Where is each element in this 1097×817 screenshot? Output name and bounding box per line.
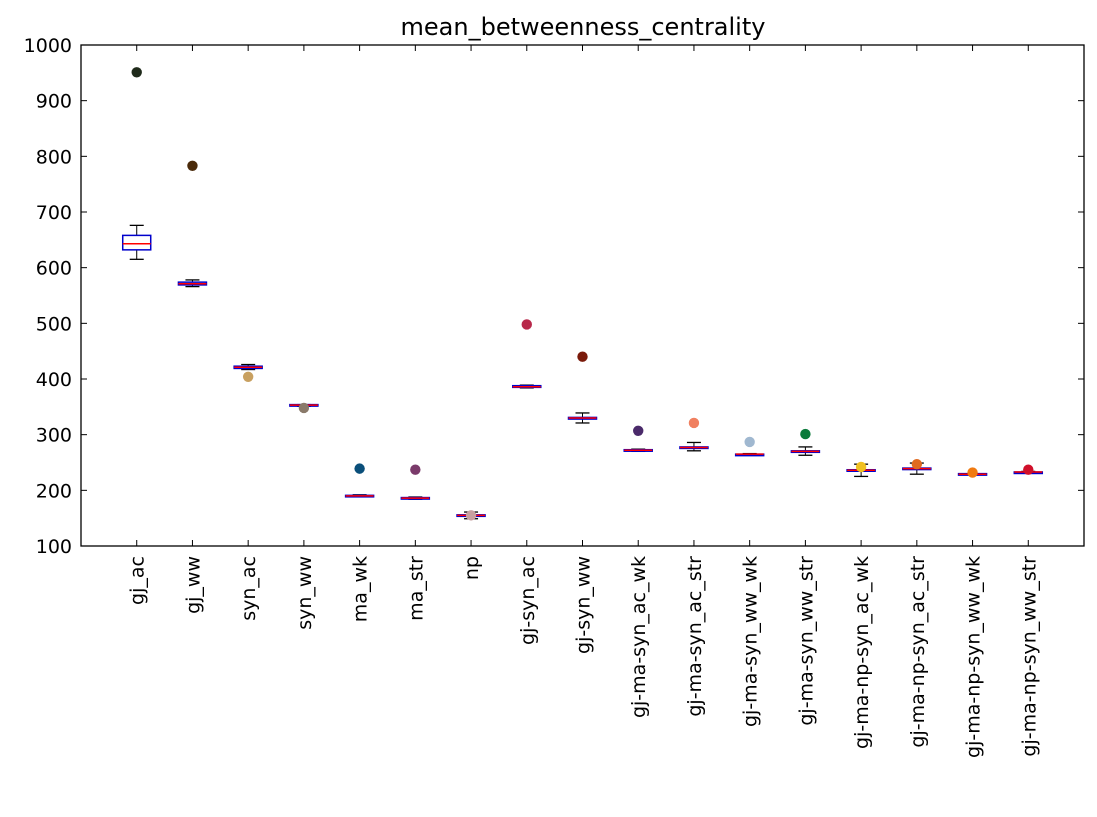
- x-tick-label: gj-ma-syn_ac_str: [684, 556, 706, 717]
- box-gj-ma-np-syn_ww_wk: [957, 467, 988, 478]
- y-tick-label: 100: [36, 536, 72, 558]
- data-point: [688, 417, 700, 429]
- box-gj_ac: [121, 67, 152, 260]
- x-tick-label: gj-ma-np-syn_ww_str: [1018, 556, 1040, 757]
- x-tick-label: gj-ma-np-syn_ww_wk: [963, 556, 985, 758]
- x-axis: gj_ac gj_ww syn_ac syn_ww ma_wk ma_str np gj-sy…: [127, 45, 1040, 758]
- x-tick-label: gj-syn_ac: [517, 556, 539, 645]
- box-gj-ma-np-syn_ac_wk: [846, 461, 876, 478]
- boxes: [121, 67, 1044, 521]
- data-point: [744, 436, 755, 448]
- box-np: [456, 510, 486, 521]
- data-point: [855, 461, 867, 473]
- data-point: [911, 458, 923, 470]
- x-tick-label: ma_str: [405, 556, 427, 621]
- x-tick-label: syn_ww: [294, 556, 316, 630]
- chart-title: mean_betweenness_centrality: [401, 13, 766, 41]
- x-tick-label: gj_ac: [127, 556, 149, 605]
- y-tick-label: 800: [36, 146, 72, 168]
- x-tick-label: gj_ww: [182, 556, 204, 614]
- y-tick-label: 1000: [24, 35, 72, 57]
- data-point: [354, 463, 365, 474]
- y-tick-label: 700: [36, 202, 72, 224]
- x-tick-label: syn_ac: [238, 556, 260, 621]
- data-point: [1023, 464, 1034, 475]
- data-point: [465, 510, 477, 521]
- box-gj_ww: [177, 160, 208, 288]
- box-gj-ma-syn_ww_wk: [734, 436, 765, 457]
- box-body: [121, 234, 152, 251]
- box-ma_str: [400, 464, 431, 500]
- data-point: [967, 467, 978, 478]
- data-point: [131, 67, 142, 78]
- box-gj-ma-syn_ac_wk: [623, 425, 653, 453]
- x-tick-label: gj-ma-np-syn_ac_str: [907, 556, 929, 748]
- box-gj-syn_ww: [567, 351, 598, 424]
- box-syn_ww: [289, 402, 319, 414]
- data-point: [187, 160, 198, 171]
- y-tick-label: 600: [36, 258, 72, 280]
- y-tick-label: 300: [36, 425, 72, 447]
- y-tick-label: 400: [36, 369, 72, 391]
- x-tick-label: gj-ma-np-syn_ac_wk: [851, 556, 873, 749]
- data-point: [298, 402, 310, 414]
- box-gj-ma-np-syn_ac_str: [902, 458, 932, 475]
- plot-area: [80, 44, 1085, 547]
- data-point: [521, 319, 532, 330]
- data-point: [800, 428, 811, 440]
- data-point: [577, 351, 588, 362]
- x-tick-label: gj-ma-syn_ww_wk: [740, 556, 762, 727]
- x-tick-label: gj-ma-syn_ac_wk: [628, 556, 650, 718]
- data-point: [633, 425, 644, 436]
- x-tick-label: np: [461, 556, 483, 580]
- data-point: [410, 464, 421, 475]
- box-gj-syn_ac: [512, 319, 542, 389]
- box-gj-ma-syn_ww_str: [790, 428, 821, 456]
- x-tick-label: ma_wk: [350, 556, 372, 622]
- y-tick-label: 900: [36, 91, 72, 113]
- data-point: [242, 371, 254, 382]
- box-ma_wk: [344, 463, 375, 498]
- x-tick-label: gj-syn_ww: [573, 556, 595, 654]
- y-axis: 100 200 300 400 500 600 700 800 900 1000: [24, 35, 1084, 558]
- box-gj-ma-syn_ac_str: [679, 417, 709, 452]
- x-tick-label: gj-ma-syn_ww_str: [795, 556, 817, 726]
- y-tick-label: 200: [36, 480, 72, 502]
- y-tick-label: 500: [36, 313, 72, 335]
- box-syn_ac: [233, 363, 263, 382]
- box-gj-ma-np-syn_ww_str: [1013, 464, 1044, 475]
